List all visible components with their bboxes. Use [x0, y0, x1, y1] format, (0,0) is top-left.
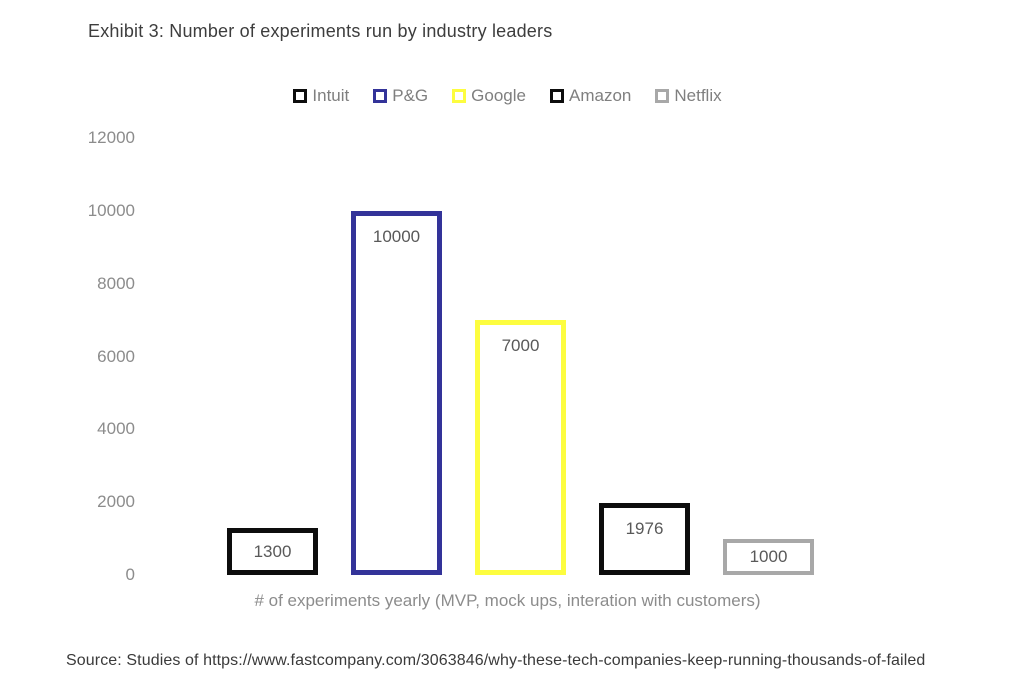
- legend-item-amazon: Amazon: [549, 85, 632, 107]
- y-axis: 0 2000 4000 6000 8000 10000 12000: [55, 128, 135, 584]
- legend-item-intuit: Intuit: [293, 85, 349, 107]
- legend-item-label: Google: [471, 86, 526, 105]
- legend-item-google: Google: [452, 85, 526, 107]
- source-note: Source: Studies of https://www.fastcompa…: [66, 652, 926, 669]
- y-tick-label: 0: [125, 565, 135, 584]
- legend-square-marker-icon: [549, 89, 564, 103]
- legend-square-marker-icon: [293, 89, 308, 103]
- y-tick-label: 2000: [97, 492, 135, 512]
- y-tick-label: 10000: [87, 200, 135, 220]
- bar-netflix: 1000: [723, 539, 814, 575]
- y-tick-label: 4000: [97, 419, 135, 439]
- legend-item-label: Netflix: [674, 86, 722, 105]
- y-tick-label: 6000: [97, 346, 135, 366]
- bar-value-label: 7000: [501, 336, 540, 355]
- legend-item-netflix: Netflix: [655, 85, 722, 107]
- bar-google: 7000: [475, 320, 566, 575]
- y-tick-label: 8000: [97, 273, 135, 293]
- legend-square-marker-icon: [655, 89, 670, 103]
- bar-value-label: 1976: [625, 519, 664, 538]
- legend-item-label: Intuit: [312, 86, 350, 105]
- bar-value-label: 1300: [253, 541, 292, 561]
- bar-value-label: 1000: [749, 547, 788, 566]
- plot-area: 1300 10000 7000 1976 1000: [140, 138, 875, 575]
- bar-pg: 10000: [351, 211, 442, 575]
- legend-square-marker-icon: [373, 89, 388, 103]
- legend: Intuit P&G Google Amazon Netflix: [140, 85, 875, 107]
- legend-item-pg: P&G: [373, 85, 428, 107]
- bar-amazon: 1976: [599, 503, 690, 575]
- chart-title: Exhibit 3: Number of experiments run by …: [88, 21, 553, 41]
- x-axis-title: # of experiments yearly (MVP, mock ups, …: [254, 591, 761, 610]
- legend-square-marker-icon: [452, 89, 467, 103]
- legend-item-label: Amazon: [568, 86, 632, 105]
- legend-item-label: P&G: [392, 86, 429, 105]
- bar-intuit: 1300: [227, 528, 318, 575]
- y-tick-label: 12000: [87, 128, 135, 147]
- bar-value-label: 10000: [372, 227, 421, 246]
